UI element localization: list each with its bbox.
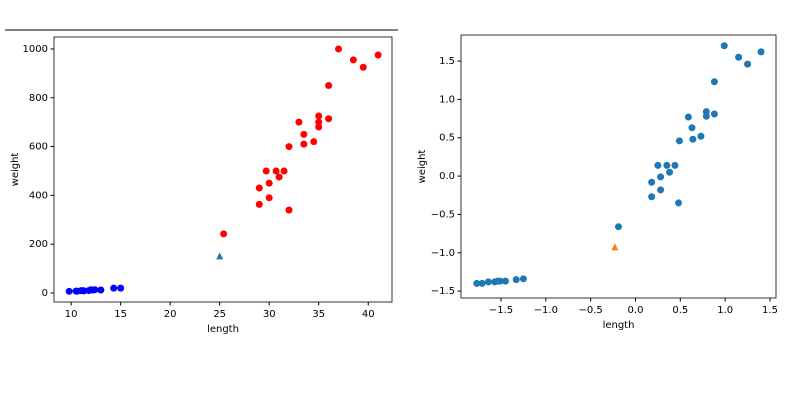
x-tick-label: 35 [312,309,325,320]
point [710,110,718,118]
point [519,275,527,283]
y-tick-label: 1000 [23,44,48,55]
y-tick-label: 0 [42,288,48,299]
point [65,287,73,295]
point [675,137,683,145]
point [97,286,105,294]
point [359,63,367,71]
x-tick-label: 1.5 [762,305,778,316]
point [702,112,710,120]
point [478,279,486,287]
point [654,161,662,169]
point [285,206,293,214]
point [265,179,273,187]
y-tick-label: −1.5 [431,286,455,297]
point [80,287,88,295]
point [295,118,303,126]
x-tick-label: 1.0 [717,305,733,316]
y-axis-label: weight [10,153,21,187]
y-tick-label: 600 [29,142,48,153]
x-tick-label: −0.5 [579,305,603,316]
point [300,130,308,138]
point [614,223,622,231]
point [110,284,118,292]
plot-frame [460,34,777,299]
point [710,78,718,86]
point [496,277,504,285]
point [688,124,696,132]
y-tick-label: 200 [29,239,48,250]
point [501,277,509,285]
point [744,60,752,68]
point [689,135,697,143]
point [512,276,520,284]
point [684,113,692,121]
x-tick-label: 25 [213,309,226,320]
point [91,286,99,294]
point [285,143,293,151]
x-axis-label: length [207,324,239,335]
point [697,132,705,140]
x-tick-label: 10 [65,309,78,320]
point [675,199,683,207]
x-tick-label: 15 [114,309,127,320]
point [315,118,323,126]
y-tick-label: 800 [29,93,48,104]
plot-frame [53,36,393,303]
point [265,194,273,202]
x-tick-label: 20 [164,309,177,320]
point [757,48,765,56]
point [671,161,679,169]
x-axis-label: length [603,320,635,331]
x-tick-label: −1.0 [534,305,558,316]
point [272,167,280,175]
point [663,161,671,169]
y-tick-label: 0.5 [439,133,455,144]
point [275,173,283,181]
point [255,184,263,192]
point [315,112,323,120]
x-tick-label: 40 [362,309,375,320]
point [220,230,228,238]
point [735,53,743,61]
point [648,178,656,186]
point [216,252,224,260]
x-tick-label: −1.5 [489,305,513,316]
point [349,56,357,64]
y-tick-label: −1.0 [431,248,455,259]
x-tick-label: 0.0 [628,305,644,316]
point [315,123,323,131]
y-tick-label: 400 [29,190,48,201]
point [325,115,333,123]
point [611,243,619,251]
y-tick-label: 1.5 [439,56,455,67]
point [484,278,492,286]
point [657,173,665,181]
y-axis-label: weight [417,150,428,184]
point [255,200,263,208]
point [473,279,481,287]
point [666,168,674,176]
x-tick-label: 0.5 [672,305,688,316]
point [262,167,270,175]
y-tick-label: −0.5 [431,209,455,220]
point [300,140,308,148]
point [657,186,665,194]
point [117,284,125,292]
point [374,51,382,59]
point [335,45,343,53]
point [310,138,318,146]
y-tick-label: 1.0 [439,94,455,105]
x-tick-label: 30 [263,309,276,320]
point [280,167,288,175]
point [720,42,728,50]
point [648,193,656,201]
point [325,82,333,90]
y-tick-label: 0.0 [439,171,455,182]
